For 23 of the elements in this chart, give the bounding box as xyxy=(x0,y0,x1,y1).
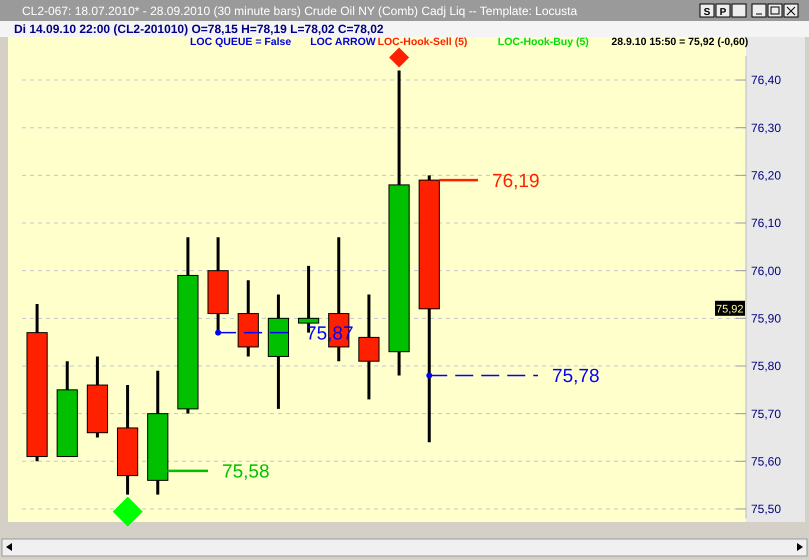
text: LOC QUEUE = False xyxy=(190,36,292,48)
y-tick-label: 75,90 xyxy=(751,312,782,326)
annotation: 75,78 xyxy=(552,366,600,388)
text: LOC-Hook-Sell (5) xyxy=(378,36,468,48)
y-tick-label: 76,00 xyxy=(751,264,782,278)
text: LOC-Hook-Buy (5) xyxy=(498,36,589,48)
window-buttons: S P xyxy=(700,4,798,18)
chart-title: CL2-067: 18.07.2010* - 28.09.2010 (30 minute bars) Crude Oil NY (Comb) Cadj Liq -- Template: Locusta xyxy=(22,4,578,18)
y-tick-label: 75,60 xyxy=(751,454,782,469)
y-tick-label: 76,40 xyxy=(751,73,782,88)
y-tick-label: 76,20 xyxy=(751,168,782,183)
y-tick-label: 75,80 xyxy=(751,359,782,374)
y-tick-label: 76,30 xyxy=(751,120,782,135)
text: 28.9.10 15:50 = 75,92 (-0,60) xyxy=(611,36,748,48)
chart-subtitle: Di 14.09.10 22:00 (CL2-201010) O=78,15 H=78,19 L=78,02 C=78,02 xyxy=(14,22,384,36)
y-tick-label: 75,70 xyxy=(751,406,782,421)
candlestick xyxy=(358,294,380,400)
y-tick-label: 76,10 xyxy=(751,216,782,230)
annotation: 75,92 xyxy=(716,304,744,316)
y-tick-label: 75,50 xyxy=(751,502,782,516)
annotation: 76,19 xyxy=(492,170,540,192)
annotation: 75,58 xyxy=(222,461,270,482)
text: LOC ARROW xyxy=(310,36,376,48)
